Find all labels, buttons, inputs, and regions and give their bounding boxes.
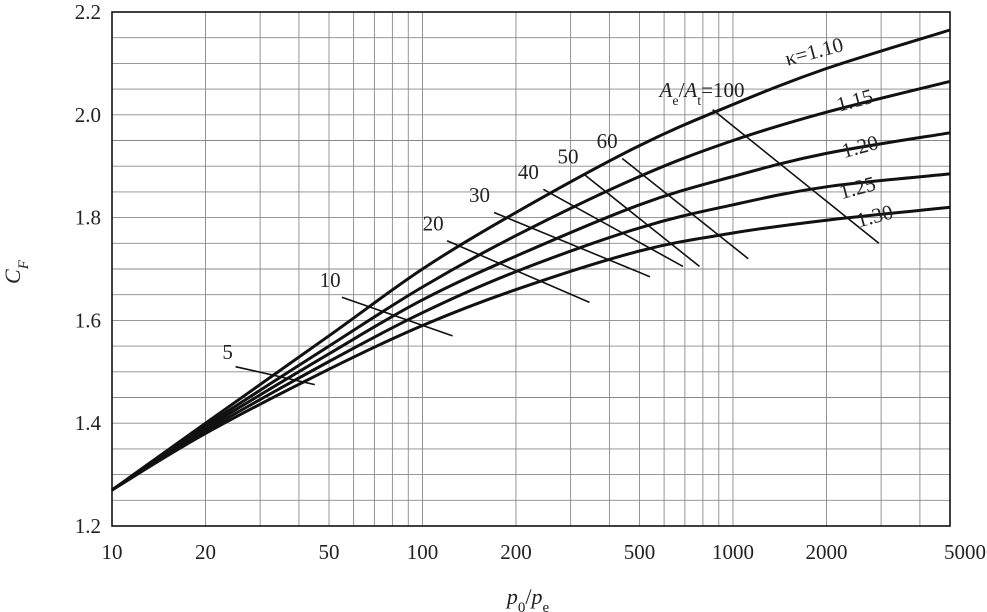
x-tick-label: 10 (102, 540, 123, 564)
series-label: 1.25 (837, 171, 879, 204)
y-tick-label: 1.4 (75, 411, 102, 435)
curve-kappa-1-25 (111, 172, 951, 492)
x-tick-label: 200 (500, 540, 532, 564)
curve-kappa-1-15 (111, 79, 951, 492)
area-ratio-line (712, 109, 880, 244)
y-tick-label: 2.0 (75, 103, 101, 127)
x-tick-label: 100 (407, 540, 439, 564)
area-ratio-label: 10 (320, 268, 341, 292)
area-ratio-line (542, 188, 684, 268)
area-ratio-label: 50 (557, 145, 578, 169)
y-tick-labels: 1.2 1.4 1.6 1.8 2.0 2.2 (75, 0, 102, 538)
y-tick-label: 2.2 (75, 0, 101, 24)
x-tick-label: 500 (624, 540, 656, 564)
kappa-curves (111, 28, 951, 492)
area-ratio-label-100: Ae/At=100 (658, 78, 745, 109)
area-ratio-label: 5 (222, 340, 233, 364)
y-tick-label: 1.6 (75, 308, 101, 332)
area-ratio-line (235, 365, 315, 386)
x-tick-label: 50 (319, 540, 340, 564)
area-ratio-label: 30 (469, 183, 490, 207)
plot-frame (111, 11, 951, 527)
curve-kappa-1-30 (111, 205, 951, 492)
x-tick-labels: 10 20 50 100 200 500 1000 2000 5000 (102, 540, 987, 564)
series-label: 1.20 (839, 130, 881, 163)
x-axis-label: p0/pe (505, 584, 550, 612)
series-label: 1.30 (854, 200, 896, 233)
area-ratio-lines (235, 109, 880, 386)
area-ratio-label: 20 (423, 211, 444, 235)
y-axis-label: CF (0, 259, 32, 284)
x-tick-label: 20 (195, 540, 216, 564)
y-tick-label: 1.8 (75, 206, 101, 230)
curve-kappa-1-20 (111, 131, 951, 492)
x-tick-label: 5000 (944, 540, 986, 564)
curve-kappa-1-10 (111, 28, 951, 492)
grid (112, 12, 950, 526)
y-tick-label: 1.2 (75, 514, 101, 538)
area-ratio-line (582, 173, 700, 268)
x-tick-label: 2000 (805, 540, 847, 564)
area-ratio-line (341, 296, 453, 337)
x-tick-label: 1000 (712, 540, 754, 564)
area-ratio-line (621, 157, 749, 260)
area-ratio-label: 60 (597, 129, 618, 153)
area-ratio-line (446, 239, 590, 304)
area-ratio-line (493, 211, 651, 278)
area-ratio-label: 40 (518, 160, 539, 184)
